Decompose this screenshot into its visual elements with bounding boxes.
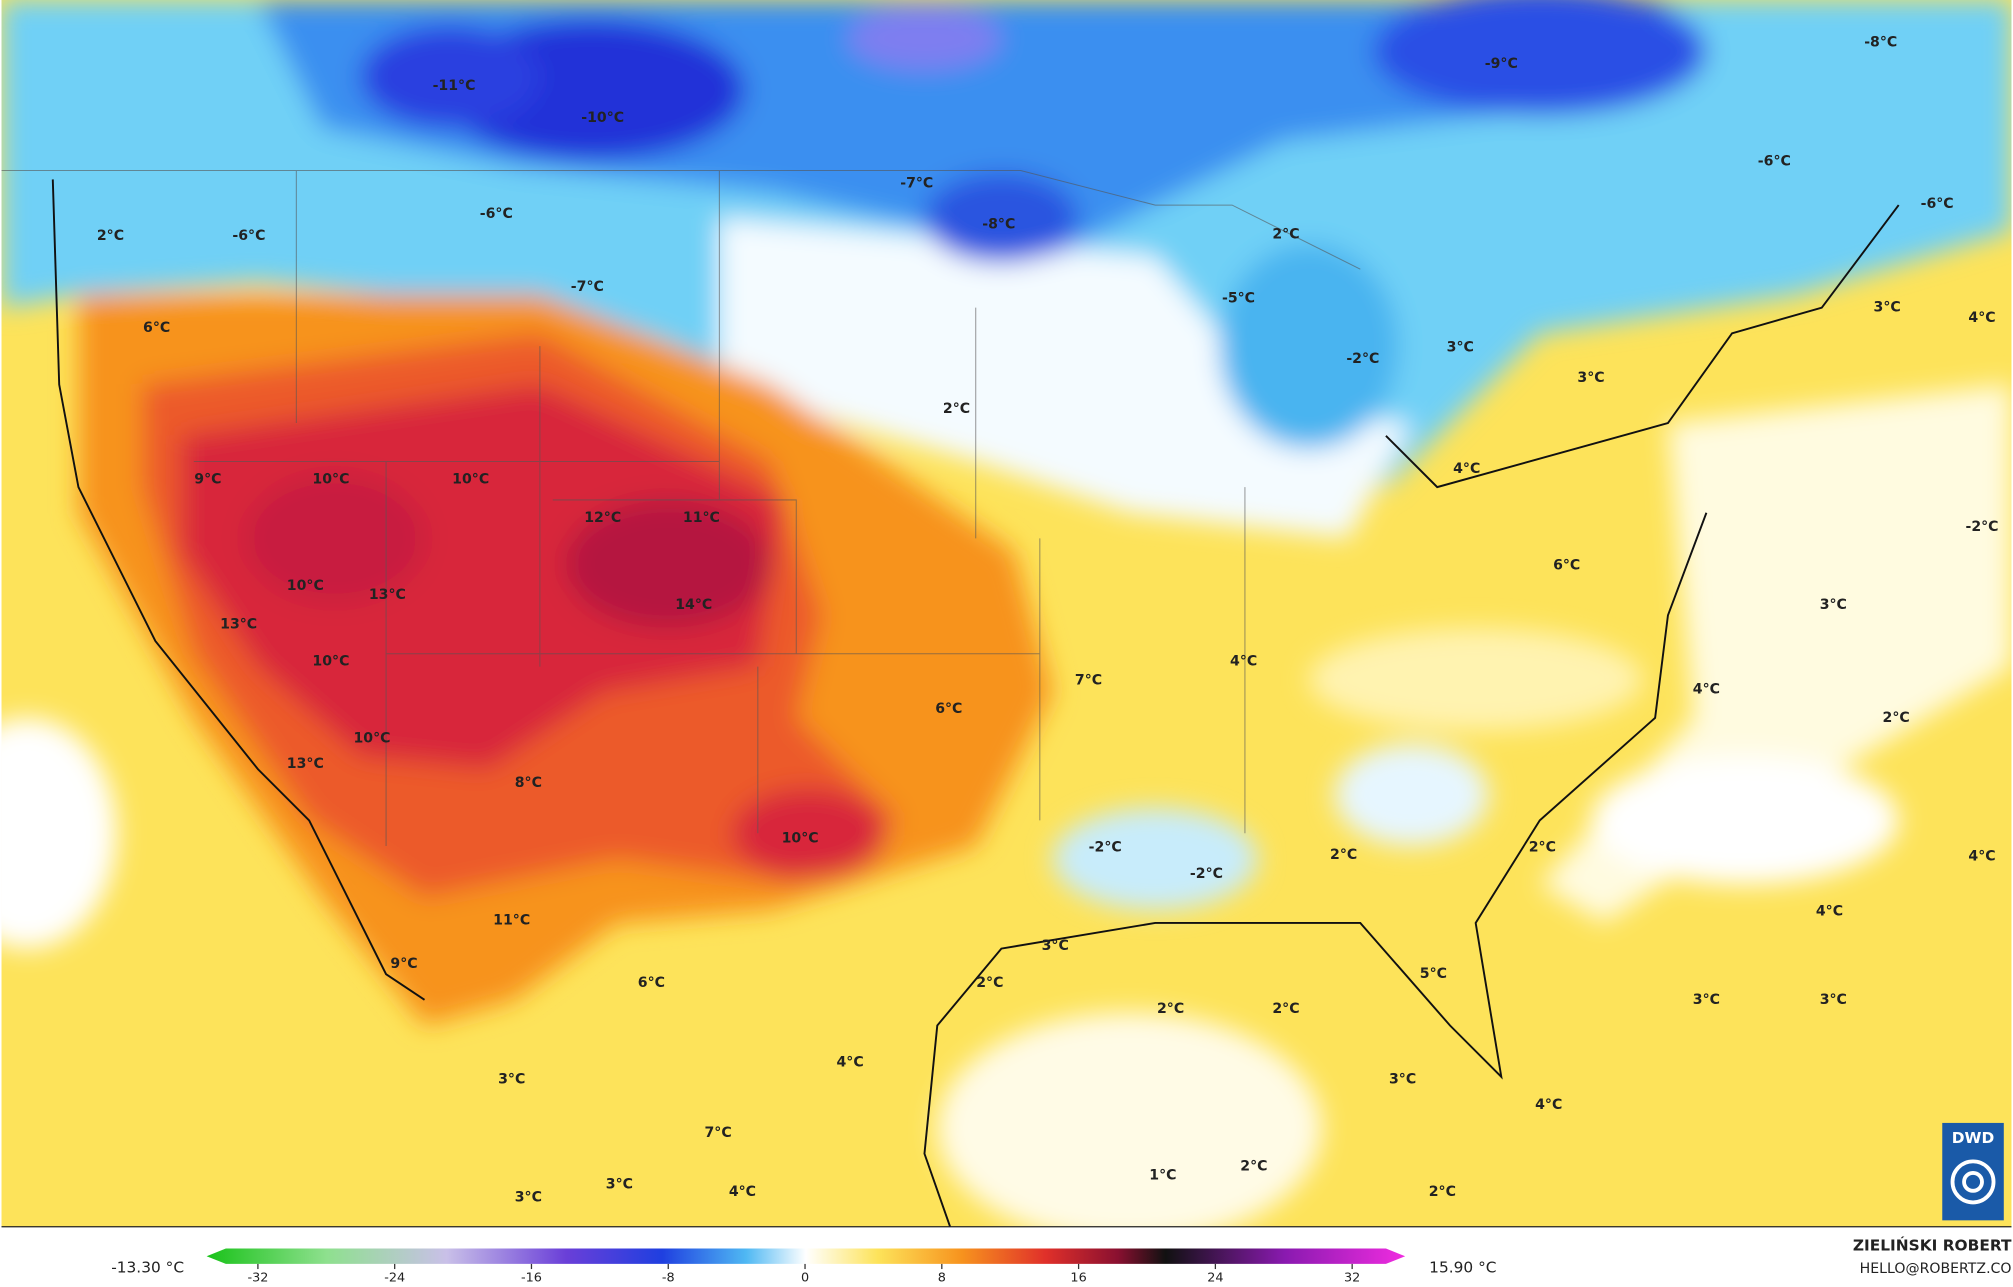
temperature-label: 12°C xyxy=(584,510,621,526)
temperature-label: 9°C xyxy=(390,956,417,972)
temperature-label: 2°C xyxy=(97,228,124,244)
temperature-label: 10°C xyxy=(312,653,349,669)
temperature-label: 3°C xyxy=(1389,1071,1416,1087)
temperature-label: 3°C xyxy=(498,1071,525,1087)
temperature-label: 2°C xyxy=(1240,1159,1267,1175)
temperature-label: 10°C xyxy=(353,730,390,746)
colorbar-bar xyxy=(206,1248,1406,1264)
temperature-label: 4°C xyxy=(837,1055,864,1071)
temperature-label: 2°C xyxy=(943,401,970,417)
temperature-label: 4°C xyxy=(729,1184,756,1200)
temperature-label: 3°C xyxy=(1874,300,1901,316)
temperature-label: 4°C xyxy=(1535,1097,1562,1113)
temperature-label: -2°C xyxy=(1190,866,1223,882)
temperature-label: 2°C xyxy=(1883,710,1910,726)
temperature-label: 14°C xyxy=(675,597,712,613)
temperature-label: 3°C xyxy=(1447,339,1474,355)
temperature-label: 3°C xyxy=(1693,992,1720,1008)
temperature-label: 3°C xyxy=(1820,597,1847,613)
temperature-label: -11°C xyxy=(433,78,476,94)
colorbar-tick-label: -24 xyxy=(384,1271,405,1286)
temperature-label: 11°C xyxy=(493,912,530,928)
temperature-label: 7°C xyxy=(1075,673,1102,689)
temperature-label: 10°C xyxy=(287,578,324,594)
temperature-label: 2°C xyxy=(1157,1001,1184,1017)
colorbar-tick-label: -8 xyxy=(662,1271,675,1286)
temperature-label: -6°C xyxy=(232,228,265,244)
author: ZIELIŃSKI ROBERT xyxy=(1853,1235,2012,1254)
temperature-label: 13°C xyxy=(287,756,324,772)
temperature-label: 10°C xyxy=(452,471,489,487)
temperature-label: 4°C xyxy=(1968,310,1995,326)
temperature-label: -10°C xyxy=(581,110,624,126)
temperature-label: 4°C xyxy=(1453,461,1480,477)
temperature-label: 2°C xyxy=(976,975,1003,991)
temperature-label: 1°C xyxy=(1149,1167,1176,1183)
temperature-label: 3°C xyxy=(1820,992,1847,1008)
temperature-label: 6°C xyxy=(638,975,665,991)
temperature-label: -6°C xyxy=(480,206,513,222)
temperature-label: -6°C xyxy=(1758,154,1791,170)
temperature-label: 9°C xyxy=(194,471,221,487)
temperature-label: 3°C xyxy=(1042,938,1069,954)
temperature-label: 3°C xyxy=(1577,370,1604,386)
colorbar-tick-label: -32 xyxy=(247,1271,268,1286)
temperature-label: 6°C xyxy=(935,701,962,717)
min-label: -13.30 °C xyxy=(111,1258,184,1276)
max-label: 15.90 °C xyxy=(1429,1258,1496,1276)
temperature-label: 10°C xyxy=(782,830,819,846)
temperature-label: -2°C xyxy=(1089,839,1122,855)
temperature-label: -9°C xyxy=(1485,56,1518,72)
temperature-label: 2°C xyxy=(1272,227,1299,243)
temperature-label: 8°C xyxy=(515,775,542,791)
colorbar-tick-label: 32 xyxy=(1344,1271,1360,1286)
temperature-label: 4°C xyxy=(1816,903,1843,919)
temperature-label: -7°C xyxy=(900,175,933,191)
logo-swirl xyxy=(1950,1159,1996,1205)
temperature-label: 4°C xyxy=(1693,682,1720,698)
temperature-label: 13°C xyxy=(220,616,257,632)
temperature-label: 4°C xyxy=(1230,653,1257,669)
logo-swirl xyxy=(1962,1170,1984,1193)
temperature-label: 6°C xyxy=(1553,557,1580,573)
temperature-label: -8°C xyxy=(982,216,1015,232)
colorbar: -32 -24 -16 -8 0 8 16 24 32 xyxy=(206,1248,1406,1286)
colorbar-tick-label: 24 xyxy=(1207,1271,1223,1286)
temperature-label: -5°C xyxy=(1222,291,1255,307)
temperature-label: 10°C xyxy=(312,471,349,487)
dwd-logo: DWD xyxy=(1942,1122,2004,1221)
contact: HELLO@ROBERTZ.CO xyxy=(1860,1261,2012,1277)
temperature-label: 4°C xyxy=(1968,848,1995,864)
state-borders xyxy=(1,169,1361,847)
temperature-label: -2°C xyxy=(1965,519,1998,535)
logo-text: DWD xyxy=(1952,1129,1994,1147)
temperature-label: -2°C xyxy=(1346,351,1379,367)
temperature-label: 7°C xyxy=(704,1125,731,1141)
colorbar-tick-label: 0 xyxy=(801,1271,809,1286)
colorbar-tick-label: -16 xyxy=(521,1271,542,1286)
colorbar-tick-label: 16 xyxy=(1070,1271,1086,1286)
map-field: -11°C -10°C -7°C -8°C -6°C -6°C -7°C 2°C -9°C -8°… xyxy=(1,0,2012,1227)
temperature-label: -6°C xyxy=(1921,196,1954,212)
coastline xyxy=(51,179,1900,1227)
colorbar-tick-label: 8 xyxy=(938,1271,946,1286)
temperature-label: 2°C xyxy=(1330,847,1357,863)
temperature-label: 11°C xyxy=(683,510,720,526)
temperature-label: -8°C xyxy=(1864,34,1897,50)
temperature-label: 2°C xyxy=(1272,1001,1299,1017)
temperature-label: 3°C xyxy=(515,1189,542,1205)
temperature-label: 6°C xyxy=(143,320,170,336)
temperature-label: 3°C xyxy=(606,1176,633,1192)
temperature-labels: -11°C -10°C -7°C -8°C -6°C -6°C -7°C 2°C -9°C -8°… xyxy=(97,34,1999,1205)
temperature-label: 5°C xyxy=(1420,966,1447,982)
temperature-label: 13°C xyxy=(369,587,406,603)
temperature-label: 2°C xyxy=(1429,1184,1456,1200)
temperature-label: -7°C xyxy=(571,279,604,295)
temperature-label: 2°C xyxy=(1529,839,1556,855)
